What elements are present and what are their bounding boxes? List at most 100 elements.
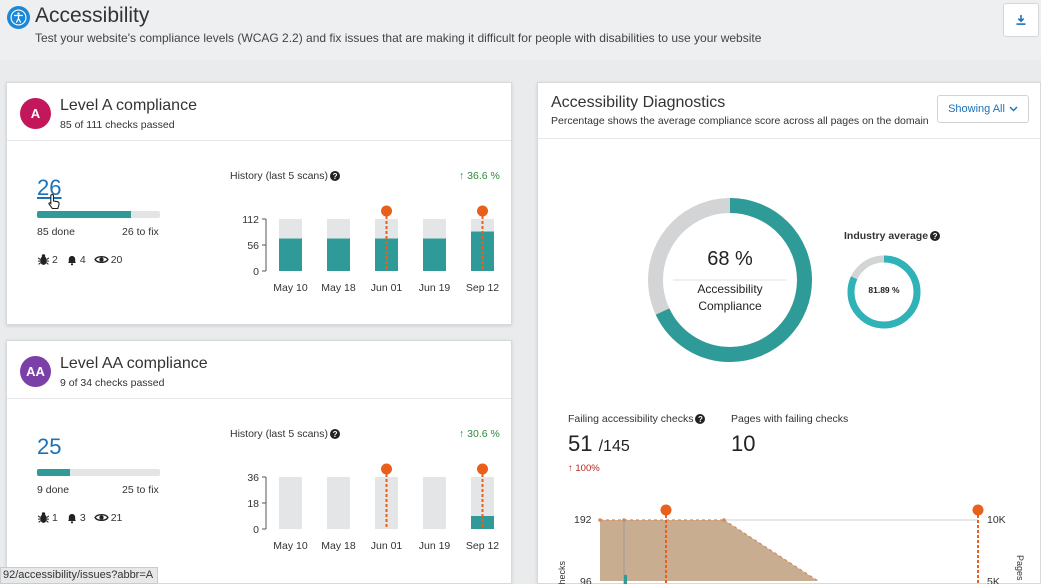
level-a-trend-value: 36.6 % — [467, 170, 500, 182]
level-a-badge: A — [20, 98, 51, 129]
level-a-history-title: History (last 5 scans) ? — [230, 170, 341, 182]
level-a-progress-bar — [37, 211, 160, 218]
scan-marker — [477, 463, 488, 475]
x-tick-label: May 10 — [273, 540, 308, 552]
pages-failing-label: Pages with failing checks — [731, 413, 849, 425]
x-tick-label: Jun 19 — [419, 282, 451, 294]
y-tick-label: 0 — [253, 524, 259, 536]
diagnostics-card: Accessibility Diagnostics Percentage sho… — [537, 82, 1041, 584]
level-aa-counts: 1 3 21 — [37, 511, 130, 524]
y-tick-label: 56 — [247, 240, 259, 252]
industry-average-label: Industry average — [844, 230, 929, 242]
level-a-to-fix-number[interactable]: 26 — [37, 175, 62, 200]
page-header: Accessibility Test your website's compli… — [0, 0, 1041, 60]
download-icon — [1016, 15, 1026, 25]
help-icon[interactable]: ? — [930, 231, 941, 241]
failing-checks-value: 51 /145 — [568, 431, 630, 457]
failing-checks-decline — [723, 519, 819, 582]
x-tick-label: Jun 01 — [371, 540, 403, 552]
x-tick-label: Jun 01 — [371, 282, 403, 294]
help-icon[interactable]: ? — [330, 171, 341, 181]
history-bar — [423, 238, 446, 271]
help-icon[interactable]: ? — [330, 429, 341, 439]
history-bar-bg — [423, 477, 446, 529]
level-a-bugs-count: 2 — [52, 253, 58, 266]
level-aa-history-title: History (last 5 scans) ? — [230, 428, 341, 440]
eye-icon — [93, 513, 109, 522]
failing-checks-count: 51 — [568, 431, 593, 456]
level-a-history-label: History (last 5 scans) — [230, 170, 329, 182]
chevron-down-icon — [1009, 106, 1018, 112]
level-a-card: A Level A compliance 85 of 111 checks pa… — [6, 82, 512, 325]
y-tick-label: 0 — [253, 266, 259, 278]
history-bar — [279, 238, 302, 271]
diagnostics-header: Accessibility Diagnostics Percentage sho… — [538, 83, 1040, 139]
level-aa-progress-fill — [37, 469, 70, 476]
compliance-label-line2: Compliance — [698, 299, 762, 313]
level-aa-title: Level AA compliance — [60, 355, 208, 372]
bell-icon — [67, 255, 76, 265]
level-aa-to-fix-label: 25 to fix — [122, 484, 159, 496]
level-a-counts: 2 4 20 — [37, 253, 130, 266]
y-left-top-tick: 192 — [574, 514, 592, 526]
accessibility-icon — [7, 6, 30, 29]
diagnostics-subtitle: Percentage shows the average compliance … — [551, 115, 929, 127]
y-left-axis-label: Checks — [557, 560, 567, 584]
level-aa-badge: AA — [20, 356, 51, 387]
level-aa-alerts[interactable]: 3 — [66, 512, 86, 524]
bug-icon — [37, 512, 50, 523]
y-right-mid-tick: 5K — [987, 576, 1000, 584]
level-aa-bugs[interactable]: 1 — [37, 511, 58, 524]
page-subtitle: Test your website's compliance levels (W… — [35, 31, 762, 45]
scan-marker[interactable] — [660, 504, 672, 516]
history-bar — [471, 516, 494, 529]
level-a-to-fix-label: 26 to fix — [122, 226, 159, 238]
level-aa-views[interactable]: 21 — [93, 511, 123, 524]
level-aa-subtitle: 9 of 34 checks passed — [60, 377, 165, 389]
level-a-alerts[interactable]: 4 — [66, 254, 86, 266]
compliance-label-line1: Accessibility — [697, 282, 763, 296]
scan-marker — [381, 463, 392, 475]
level-a-progress-fill — [37, 211, 132, 218]
level-a-title: Level A compliance — [60, 97, 197, 114]
x-tick-label: Sep 12 — [466, 540, 499, 552]
compliance-value: 68 % — [707, 248, 753, 270]
industry-average-value: 81.89 % — [868, 285, 900, 295]
level-a-trend: ↑ 36.6 % — [459, 170, 500, 182]
level-a-subtitle: 85 of 111 checks passed — [60, 119, 175, 131]
failing-bar — [624, 575, 627, 584]
level-a-alerts-count: 4 — [79, 253, 86, 266]
x-tick-label: Sep 12 — [466, 282, 499, 294]
help-icon[interactable]: ? — [695, 414, 706, 424]
history-bar-bg — [327, 477, 350, 529]
x-tick-label: May 18 — [321, 540, 356, 552]
level-a-card-header: A Level A compliance 85 of 111 checks pa… — [7, 83, 511, 141]
compliance-donut — [648, 198, 812, 362]
level-aa-card: AA Level AA compliance 9 of 34 checks pa… — [6, 340, 512, 584]
level-aa-bugs-count: 1 — [52, 511, 58, 524]
level-aa-trend: ↑ 30.6 % — [459, 428, 500, 440]
failing-checks-label: Failing accessibility checks — [568, 413, 694, 425]
scan-marker — [477, 205, 488, 217]
level-a-bugs[interactable]: 2 — [37, 253, 58, 266]
level-a-views[interactable]: 20 — [93, 254, 122, 266]
showing-filter-label: Showing All — [948, 103, 1005, 115]
level-aa-history-chart: 36 18 0 May 10 May 18 Jun 01 Jun 19 Sep 12 — [247, 463, 499, 552]
status-bar-url: 92/accessibility/issues?abbr=A — [0, 567, 159, 584]
failing-checks-change-value: 100% — [575, 463, 600, 474]
failing-checks-change: ↑ 100% — [568, 463, 600, 474]
industry-average-donut — [847, 255, 921, 329]
failing-checks-trend-chart: 192 96 10K 5K Checks Pages — [557, 504, 1025, 584]
showing-filter-dropdown[interactable]: Showing All — [937, 95, 1029, 123]
level-aa-views-count: 21 — [110, 511, 123, 524]
page-title: Accessibility — [35, 4, 150, 27]
download-button[interactable] — [1003, 3, 1039, 37]
compliance-donut-arc — [648, 198, 812, 362]
x-tick-label: Jun 19 — [419, 540, 451, 552]
pages-failing-value: 10 — [731, 431, 756, 456]
level-aa-card-header: AA Level AA compliance 9 of 34 checks pa… — [7, 341, 511, 399]
history-bar-bg — [279, 477, 302, 529]
scan-marker[interactable] — [972, 504, 984, 516]
level-aa-to-fix-number[interactable]: 25 — [37, 434, 62, 459]
y-tick-label: 36 — [247, 472, 259, 484]
